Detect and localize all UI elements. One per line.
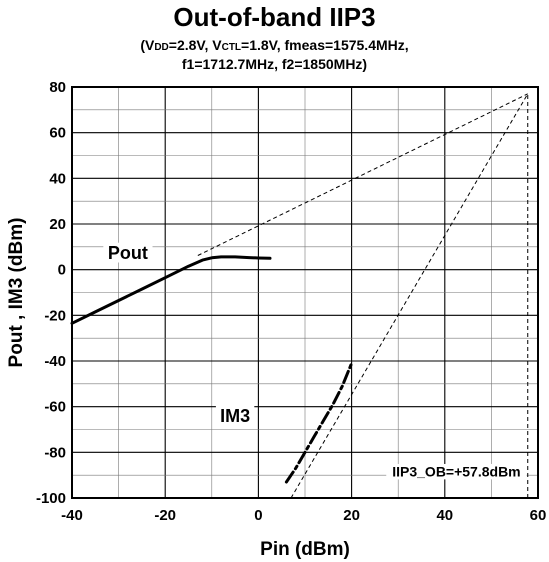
extrapolation-layer xyxy=(197,93,529,499)
annotation-label: IM3 xyxy=(220,406,250,426)
chart-subtitle-line2: f1=1712.7MHz, f2=1850MHz) xyxy=(181,56,368,72)
subtitle-part-c: =1.8V, fmeas=1575.4MHz, xyxy=(241,37,409,53)
series-line-pout xyxy=(70,255,272,325)
x-tick-label: 40 xyxy=(436,507,453,524)
subtitle-part-b: =2.8V, V xyxy=(168,37,222,53)
x-tick-label: 60 xyxy=(530,507,547,524)
annotation-background xyxy=(103,242,153,263)
y-tick-label: 0 xyxy=(58,262,66,279)
subtitle-vdd-subscript: DD xyxy=(154,42,169,53)
grid-layer xyxy=(71,86,539,499)
x-tick-label: 0 xyxy=(254,507,262,524)
extrapolation-line xyxy=(197,93,528,256)
x-axis-label: Pin (dBm) xyxy=(260,539,350,560)
y-axis-label: Pout , IM3 (dBm) xyxy=(6,218,27,368)
y-tick-label: 20 xyxy=(49,216,66,233)
plot-frame xyxy=(71,86,539,499)
extrapolation-line xyxy=(290,93,529,499)
subtitle-vctl-subscript: CTL xyxy=(221,42,242,53)
y-tick-label: -20 xyxy=(44,307,66,324)
y-tick-label: -80 xyxy=(44,444,66,461)
chart-subtitle-line1: (VDD=2.8V, VCTL=1.8V, fmeas=1575.4MHz, xyxy=(0,37,549,53)
y-tick-label: -60 xyxy=(44,399,66,416)
series-layer xyxy=(70,255,354,484)
label-layer: Pin (dBm) Pout , IM3 (dBm) xyxy=(6,218,350,560)
tick-layer: -40 -20 0 20 40 60 80 60 40 20 0 -20 -40 -60 -80 -100 xyxy=(36,79,546,524)
axis-layer xyxy=(71,86,539,499)
y-tick-label: -40 xyxy=(44,353,66,370)
y-tick-label: 60 xyxy=(49,125,66,142)
chart-title: Out-of-band IIP3 xyxy=(173,2,376,32)
series-line-im3 xyxy=(284,361,354,484)
x-tick-label: -40 xyxy=(61,507,83,524)
subtitle-part-a: (V xyxy=(140,37,155,53)
x-tick-label: 20 xyxy=(343,507,360,524)
annotation-layer: Pout IM3 IIP3_OB=+57.8dBm xyxy=(103,242,527,480)
annotation-background xyxy=(215,405,255,426)
y-tick-label: 80 xyxy=(49,79,66,96)
annotation-label: Pout xyxy=(108,243,148,263)
y-tick-label: -100 xyxy=(36,490,66,507)
x-tick-label: -20 xyxy=(154,507,176,524)
annotation-background xyxy=(386,463,527,480)
y-tick-label: 40 xyxy=(49,170,66,187)
annotation-label: IIP3_OB=+57.8dBm xyxy=(392,464,520,480)
